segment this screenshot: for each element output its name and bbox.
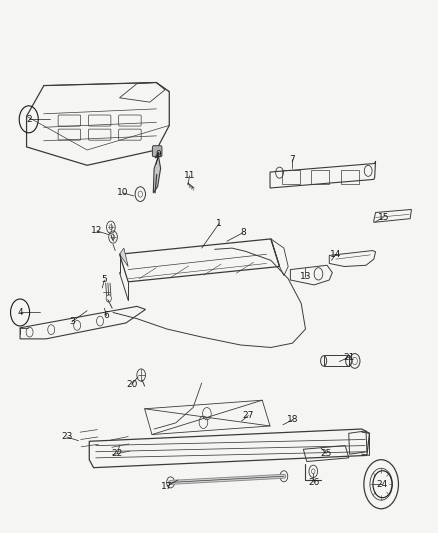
- Text: 8: 8: [240, 228, 246, 237]
- Text: 26: 26: [308, 478, 320, 487]
- Text: 20: 20: [126, 379, 138, 389]
- Text: 21: 21: [343, 353, 354, 362]
- Text: 22: 22: [112, 449, 123, 458]
- Bar: [311, 170, 329, 184]
- Text: 17: 17: [161, 481, 173, 490]
- Polygon shape: [120, 248, 128, 266]
- Text: 18: 18: [287, 415, 298, 424]
- Text: 5: 5: [102, 276, 107, 285]
- Text: 24: 24: [377, 480, 388, 489]
- Text: 25: 25: [321, 449, 332, 458]
- Text: 6: 6: [104, 311, 110, 320]
- Polygon shape: [153, 156, 161, 193]
- Text: 27: 27: [243, 411, 254, 420]
- Text: 9: 9: [155, 150, 161, 159]
- Text: 7: 7: [289, 155, 294, 164]
- Text: 12: 12: [92, 227, 103, 236]
- Text: 23: 23: [61, 432, 72, 441]
- Text: 3: 3: [69, 317, 75, 326]
- Text: 14: 14: [330, 250, 342, 259]
- Text: 2: 2: [26, 115, 32, 124]
- Text: 13: 13: [300, 272, 311, 281]
- Bar: [340, 170, 359, 184]
- Text: 15: 15: [378, 213, 389, 222]
- FancyBboxPatch shape: [152, 146, 162, 157]
- Text: 10: 10: [117, 188, 129, 197]
- Bar: [282, 170, 300, 184]
- Text: 1: 1: [216, 219, 222, 228]
- Text: 4: 4: [17, 308, 23, 317]
- Text: 11: 11: [184, 171, 195, 180]
